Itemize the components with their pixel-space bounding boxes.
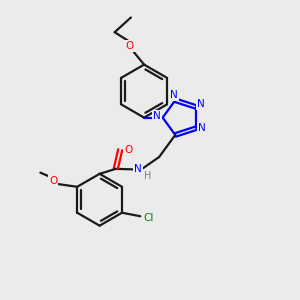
Text: N: N	[170, 90, 178, 100]
Text: N: N	[198, 123, 206, 133]
Text: N: N	[134, 164, 142, 174]
Text: N: N	[154, 111, 161, 121]
Text: N: N	[197, 99, 205, 109]
Text: O: O	[49, 176, 57, 186]
Text: O: O	[125, 41, 134, 51]
Text: Cl: Cl	[143, 213, 154, 223]
Text: O: O	[124, 145, 133, 155]
Text: H: H	[145, 171, 152, 181]
